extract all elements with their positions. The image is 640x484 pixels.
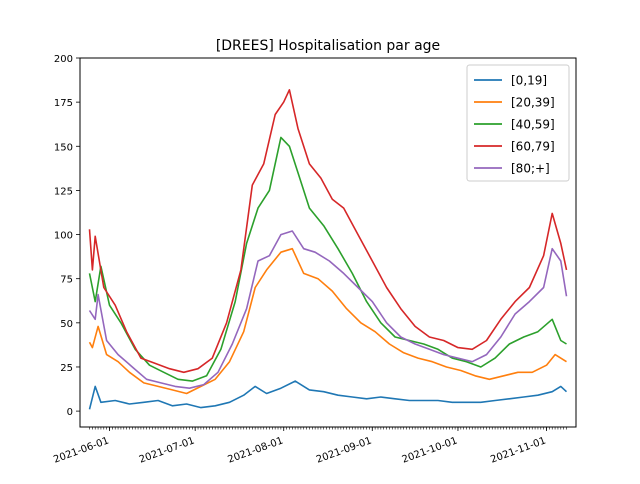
legend: [0,19] [20,39] [40,59] [60,79] [80;+] xyxy=(466,64,570,182)
series-line-2 xyxy=(88,247,567,395)
y-tick-label: 25 xyxy=(60,363,73,374)
y-tick-label: 0 xyxy=(67,407,73,418)
legend-label-3: [40,59] xyxy=(511,118,555,132)
series-line-1 xyxy=(88,380,568,410)
y-tick-label: 50 xyxy=(60,319,73,330)
series-layer xyxy=(88,89,568,410)
legend-box xyxy=(466,64,570,182)
legend-label-5: [80;+] xyxy=(511,162,550,176)
series-line-4 xyxy=(88,89,568,374)
chart-title: [DREES] Hospitalisation par age xyxy=(216,38,440,54)
legend-label-1: [0,19] xyxy=(511,74,547,88)
y-tick-label: 200 xyxy=(54,54,73,65)
y-axis: 0 25 50 75 100 125 150 175 200 xyxy=(54,54,80,418)
plot-frame xyxy=(79,57,577,428)
series-line-3 xyxy=(88,136,567,382)
y-tick-label: 75 xyxy=(60,275,73,286)
y-tick-label: 175 xyxy=(54,98,73,109)
y-tick-label: 150 xyxy=(54,142,73,153)
y-tick-label: 125 xyxy=(54,186,73,197)
y-tick-label: 100 xyxy=(54,231,73,242)
legend-label-2: [20,39] xyxy=(511,96,555,110)
legend-label-4: [60,79] xyxy=(511,140,555,154)
series-line-5 xyxy=(88,230,568,390)
